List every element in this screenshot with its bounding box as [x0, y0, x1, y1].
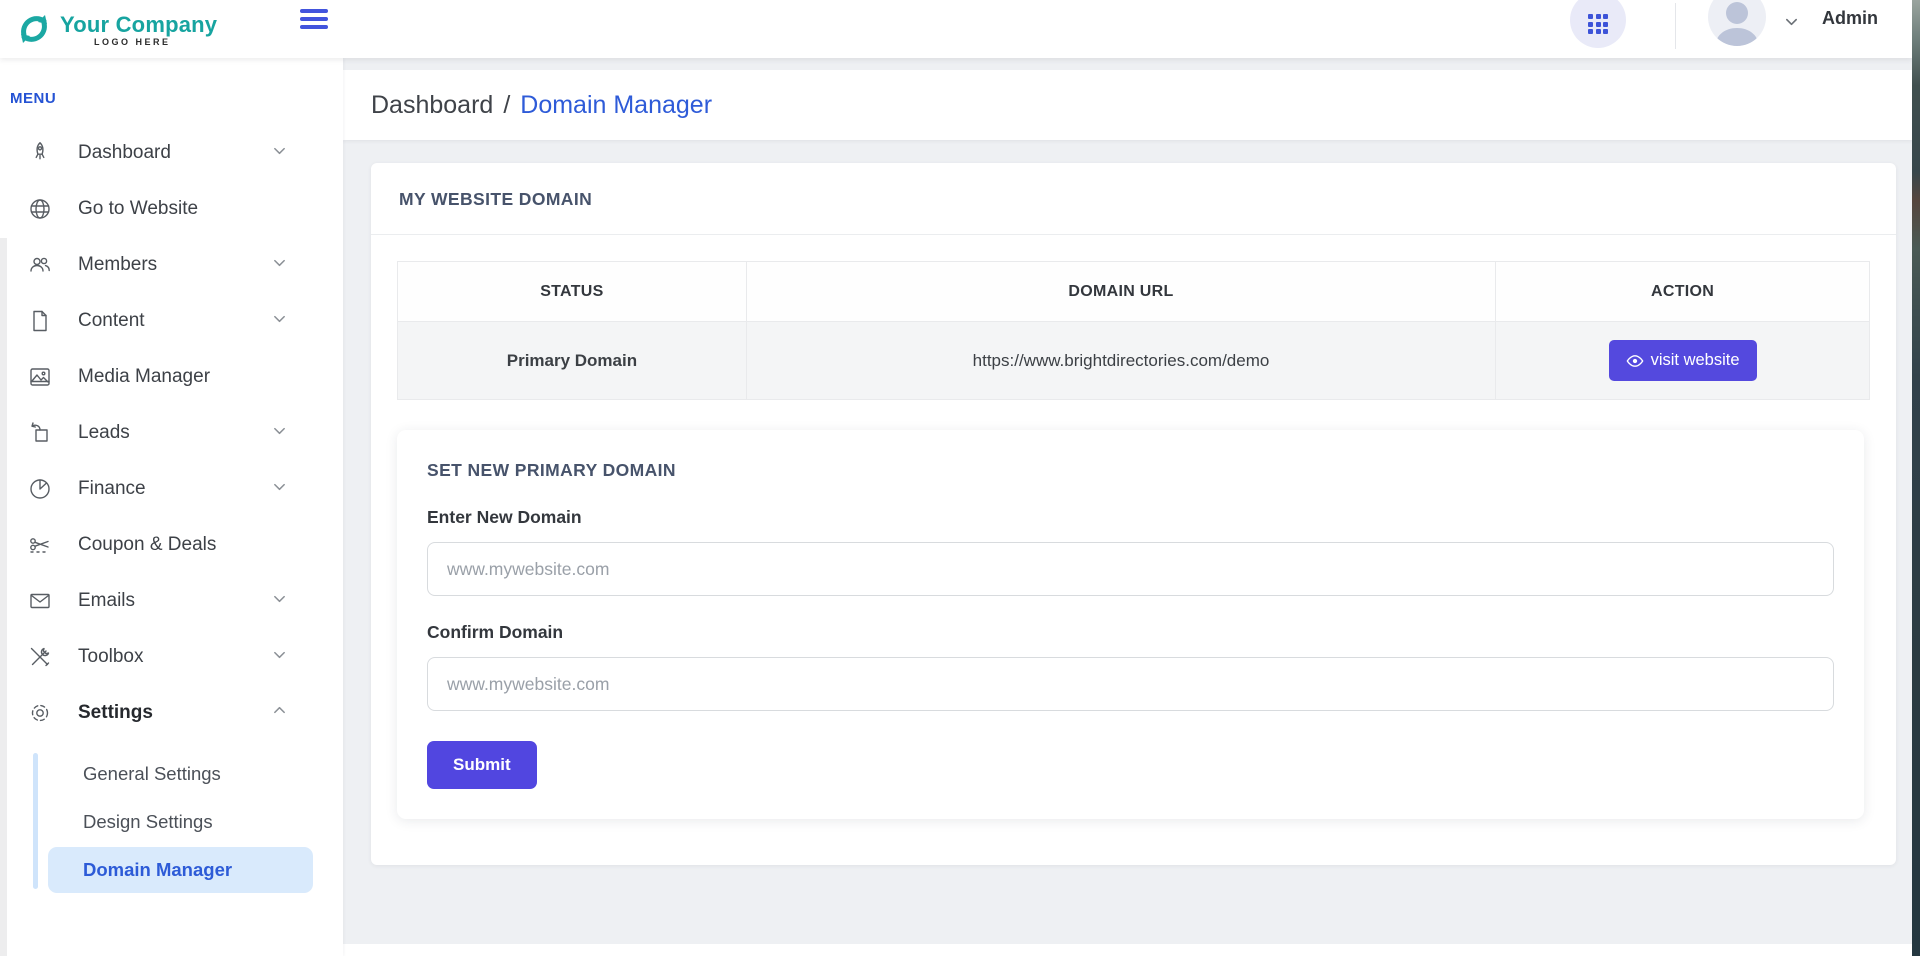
set-new-primary-domain-card: SET NEW PRIMARY DOMAIN Enter New Domain …: [397, 430, 1864, 819]
confirm-domain-input[interactable]: [427, 657, 1834, 711]
table-row: Primary Domain https://www.brightdirecto…: [397, 321, 1870, 400]
logo-subtitle: LOGO HERE: [94, 37, 171, 47]
sidebar-item-coupon-deals[interactable]: Coupon & Deals: [0, 525, 343, 565]
chevron-up-icon: [272, 703, 287, 723]
rocket-icon: [26, 140, 53, 167]
chevron-down-icon: [272, 255, 287, 275]
chevron-down-icon: [272, 591, 287, 611]
eye-icon: [1626, 354, 1644, 368]
chevron-down-icon: [272, 423, 287, 443]
header-divider: [1675, 3, 1676, 49]
sidebar-item-settings[interactable]: Settings: [0, 693, 343, 733]
chevron-down-icon: [272, 143, 287, 163]
breadcrumb-current: Domain Manager: [520, 90, 713, 119]
sidebar-item-label: Emails: [78, 590, 136, 611]
column-header-action: ACTION: [1495, 261, 1870, 322]
breadcrumb: Dashboard / Domain Manager: [343, 70, 1912, 140]
domain-url-cell: https://www.brightdirectories.com/demo: [745, 321, 1497, 400]
pie-chart-icon: [26, 476, 53, 503]
apps-grid-icon[interactable]: [1570, 0, 1626, 48]
enter-new-domain-label: Enter New Domain: [427, 507, 582, 527]
sidebar-nav: Dashboard Go to Website Members Co: [0, 133, 343, 895]
background-window-edge: [1912, 0, 1920, 956]
sidebar-item-label: Media Manager: [78, 366, 211, 387]
footer-strip: [343, 944, 1912, 956]
column-header-domain-url: DOMAIN URL: [745, 261, 1497, 322]
submenu-indicator-line: [33, 753, 38, 889]
document-icon: [26, 308, 53, 335]
table-header-row: STATUS DOMAIN URL ACTION: [397, 261, 1870, 322]
chevron-down-icon: [272, 479, 287, 499]
chevron-down-icon: [272, 647, 287, 667]
domain-action-cell: visit website: [1495, 321, 1870, 400]
sidebar-item-general-settings[interactable]: General Settings: [83, 763, 221, 784]
logo-arrows-icon: [12, 5, 56, 56]
sidebar-item-label: Finance: [78, 478, 146, 499]
sidebar-item-label: Coupon & Deals: [78, 534, 217, 555]
sidebar-item-members[interactable]: Members: [0, 245, 343, 285]
sidebar-item-label: Dashboard: [78, 142, 171, 163]
menu-heading: MENU: [10, 90, 57, 107]
sidebar-item-emails[interactable]: Emails: [0, 581, 343, 621]
submit-button[interactable]: Submit: [427, 741, 537, 789]
card-title: MY WEBSITE DOMAIN: [399, 189, 593, 209]
sidebar-item-label: Toolbox: [78, 646, 144, 667]
sidebar-item-domain-manager[interactable]: Domain Manager: [48, 847, 313, 893]
logo-title: Your Company: [60, 12, 218, 37]
company-logo[interactable]: Your Company LOGO HERE: [12, 5, 217, 56]
breadcrumb-separator: /: [503, 90, 511, 119]
sidebar-item-dashboard[interactable]: Dashboard: [0, 133, 343, 173]
globe-icon: [26, 196, 53, 223]
image-icon: [26, 364, 53, 391]
admin-menu[interactable]: Admin: [1822, 8, 1878, 28]
my-website-domain-card: MY WEBSITE DOMAIN STATUS DOMAIN URL ACTI…: [371, 163, 1896, 865]
share-icon: [26, 420, 53, 447]
chevron-down-icon[interactable]: [1784, 14, 1799, 34]
tools-icon: [26, 644, 53, 671]
visit-website-button[interactable]: visit website: [1608, 340, 1757, 381]
sidebar-item-toolbox[interactable]: Toolbox: [0, 637, 343, 677]
main-content: Dashboard / Domain Manager MY WEBSITE DO…: [343, 58, 1912, 956]
new-domain-input[interactable]: [427, 542, 1834, 596]
sidebar-item-label: Members: [78, 254, 158, 275]
sidebar-item-content[interactable]: Content: [0, 301, 343, 341]
envelope-icon: [26, 588, 53, 615]
top-header: Your Company LOGO HERE Admin: [0, 0, 1912, 58]
sidebar-item-go-to-website[interactable]: Go to Website: [0, 189, 343, 229]
gear-icon: [26, 700, 53, 727]
sidebar-item-leads[interactable]: Leads: [0, 413, 343, 453]
sidebar-item-design-settings[interactable]: Design Settings: [83, 811, 213, 832]
card-title: SET NEW PRIMARY DOMAIN: [427, 460, 676, 480]
chevron-down-icon: [272, 311, 287, 331]
settings-submenu: General Settings Design Settings Domain …: [33, 749, 343, 895]
sidebar-item-media-manager[interactable]: Media Manager: [0, 357, 343, 397]
breadcrumb-parent[interactable]: Dashboard: [371, 90, 494, 119]
hamburger-icon[interactable]: [300, 9, 330, 33]
sidebar-item-label: Leads: [78, 422, 130, 443]
confirm-domain-label: Confirm Domain: [427, 622, 564, 642]
members-icon: [26, 252, 53, 279]
sidebar-item-label: Settings: [78, 702, 153, 723]
sidebar-item-label: Content: [78, 310, 145, 331]
sidebar: MENU Dashboard Go to Website Members: [0, 58, 343, 956]
column-header-status: STATUS: [397, 261, 747, 322]
sidebar-item-finance[interactable]: Finance: [0, 469, 343, 509]
domain-status-cell: Primary Domain: [397, 321, 747, 400]
avatar[interactable]: [1708, 0, 1766, 46]
sidebar-item-label: Go to Website: [78, 198, 199, 219]
domain-table: STATUS DOMAIN URL ACTION Primary Domain …: [397, 261, 1870, 400]
scissors-icon: [26, 532, 53, 559]
